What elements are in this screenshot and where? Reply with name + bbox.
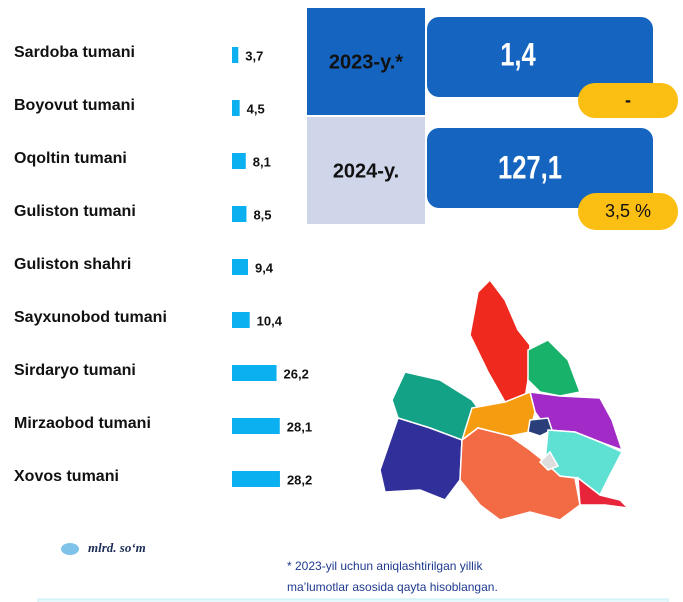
category-label: Sirdaryo tumani — [14, 362, 136, 379]
category-label: Boyovut tumani — [14, 97, 135, 114]
value-label: 10,4 — [257, 313, 283, 328]
category-label: Sardoba tumani — [14, 44, 135, 61]
bar — [232, 100, 240, 116]
bar — [232, 47, 239, 63]
year-label: 2023-y.* — [329, 51, 403, 73]
category-label: Guliston tumani — [14, 203, 136, 220]
value-label: 28,1 — [287, 419, 312, 434]
map — [379, 278, 631, 521]
legend-swatch — [61, 543, 79, 555]
year-box — [307, 8, 425, 115]
category-label: Guliston shahri — [14, 256, 131, 273]
change-text: - — [625, 90, 631, 110]
footnote: ma’lumotlar asosida qayta hisoblangan. — [287, 580, 498, 594]
value-label: 8,5 — [253, 207, 271, 222]
value-label: 28,2 — [287, 472, 312, 487]
category-label: Oqoltin tumani — [14, 150, 127, 167]
value-box — [427, 17, 653, 97]
bar — [232, 206, 247, 222]
value-text: 127,1 — [498, 151, 562, 186]
legend-label: mlrd. so‘m — [88, 540, 146, 555]
change-text: 3,5 % — [605, 201, 651, 221]
change-pill — [578, 193, 678, 230]
year-box — [307, 117, 425, 224]
year-label: 2024-y. — [333, 160, 399, 182]
value-text: 1,4 — [500, 38, 536, 73]
value-label: 4,5 — [247, 101, 265, 116]
value-label: 8,1 — [253, 154, 271, 169]
bar — [232, 312, 250, 328]
bar — [232, 418, 280, 434]
value-box — [427, 128, 653, 208]
bottom-band — [37, 598, 669, 602]
category-label: Sayxunobod tumani — [14, 309, 167, 326]
change-pill — [578, 83, 678, 118]
bar — [232, 365, 277, 381]
bar — [232, 153, 246, 169]
value-label: 3,7 — [245, 48, 263, 63]
value-label: 9,4 — [255, 260, 274, 275]
value-label: 26,2 — [284, 366, 309, 381]
category-label: Xovos tumani — [14, 468, 119, 485]
bar — [232, 259, 248, 275]
bar — [232, 471, 280, 487]
footnote: * 2023-yil uchun aniqlashtirilgan yillik — [287, 559, 483, 573]
category-label: Mirzaobod tumani — [14, 415, 151, 432]
